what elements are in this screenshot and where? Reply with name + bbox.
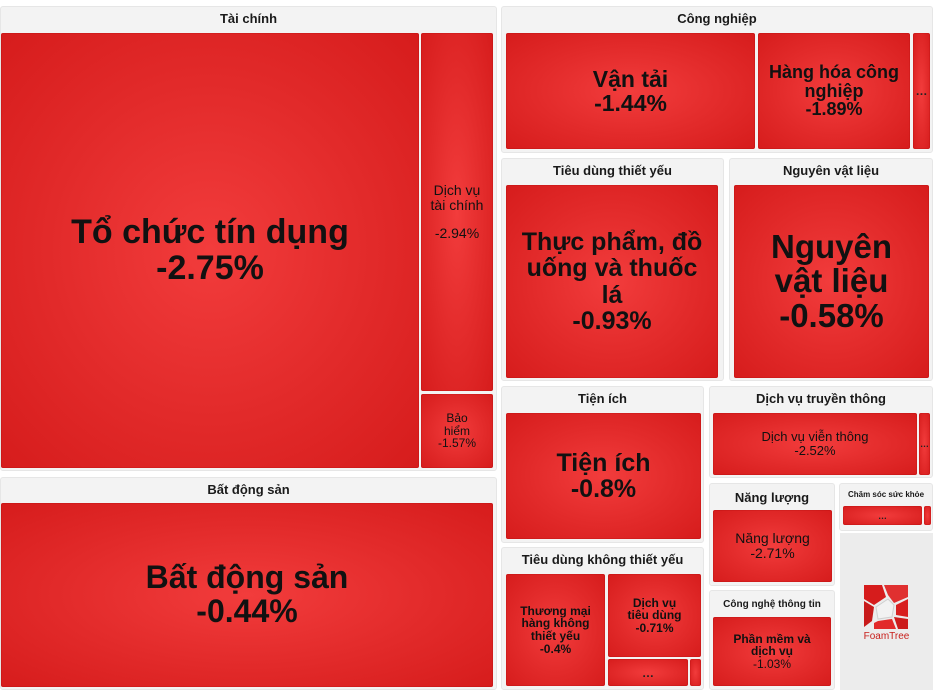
tile-value: -0.58% [779,296,884,334]
group-title: Tiêu dùng không thiết yếu [521,552,684,567]
tile-nang-luong[interactable]: Năng lượng -2.71% [713,510,832,582]
tile-small[interactable] [924,506,931,525]
tile-value: -2.71% [750,545,795,561]
tile-van-tai[interactable]: Vận tải -1.44% [506,33,755,149]
tile-more[interactable]: … [843,506,922,525]
tile-value: -0.8% [570,475,637,503]
tile-more[interactable]: … [608,659,688,686]
group-title: Tiện ích [578,391,627,406]
tile-name: Vận tải [592,65,669,92]
tile-value: -1.03% [752,656,792,671]
tile-dich-vu-tai-chinh[interactable]: Dịch vụ tài chính -2.94% [421,33,493,391]
group-title: Tài chính [219,11,278,26]
group-title: Chăm sóc sức khỏe [847,490,925,499]
tile-name: Tổ chức tín dụng [71,212,349,251]
tile-thuong-mai-hang-khong-thiet-yeu[interactable]: Thương mại hàng không thiết yếu -0.4% [506,574,605,686]
tile-name: Bảo hiểm [443,411,470,438]
tile-small[interactable] [690,659,701,686]
tile-bat-dong-san[interactable]: Bất động sản -0.44% [1,503,493,687]
group-title: Bất động sản [207,482,290,497]
more-label: … [920,439,929,449]
tile-hang-hoa-cong-nghiep[interactable]: Hàng hóa công nghiệp -1.89% [758,33,910,149]
group-title: Nguyên vật liệu [782,163,880,178]
tile-phan-mem-va-dich-vu[interactable]: Phần mềm và dịch vụ -1.03% [713,617,831,686]
tile-thuc-pham-do-uong[interactable]: Thực phẩm, đồ uống và thuốc lá -0.93% [506,185,718,378]
tile-name: Hàng hóa công nghiệp [769,61,899,101]
tile-value: -1.44% [594,90,667,116]
more-label: … [878,510,887,521]
tile-to-chuc-tin-dung[interactable]: Tổ chức tín dụng -2.75% [1,33,419,468]
more-label: … [915,84,928,98]
foamtree-branding: FoamTree [840,533,933,690]
tile-value: -0.71% [635,620,674,635]
foamtree-label: FoamTree [863,631,910,642]
tile-value: -1.89% [805,99,863,120]
tile-name: Dịch vụ tài chính [430,181,484,213]
tile-name: Dịch vụ tiêu dùng [627,595,682,623]
tile-value: -0.4% [539,641,572,656]
tile-dich-vu-vien-thong[interactable]: Dịch vụ viễn thông -2.52% [713,413,917,475]
group-title: Dịch vụ truyền thông [756,391,886,406]
tile-name: Thương mại hàng không thiết yếu [520,603,591,643]
tile-name: Dịch vụ viễn thông [761,429,869,445]
tile-name: Bất động sản [145,559,349,596]
group-title: Công nghiệp [677,11,757,26]
tile-name: Thực phẩm, đồ uống và thuốc lá [521,228,703,309]
tile-value: -1.57% [437,436,477,451]
tile-value: -2.52% [794,443,836,458]
tile-tien-ich[interactable]: Tiện ích -0.8% [506,413,701,539]
tile-name: Phần mềm và dịch vụ [733,631,811,659]
tile-more[interactable]: … [919,413,930,475]
tile-name: Tiện ích [556,448,651,477]
tile-name: Năng lượng [735,530,810,547]
tile-value: -0.44% [196,593,298,629]
more-label: … [642,665,654,680]
group-title: Tiêu dùng thiết yếu [553,163,672,178]
tile-value: -2.94% [434,225,480,242]
group-title: Công nghệ thông tin [723,599,821,610]
tile-more[interactable]: … [913,33,930,149]
tile-dich-vu-tieu-dung[interactable]: Dịch vụ tiêu dùng -0.71% [608,574,701,657]
tile-name: Nguyên vật liệu [770,227,892,300]
tile-value: -0.93% [572,306,652,335]
group-title: Năng lượng [734,490,810,505]
tile-value: -2.75% [156,248,264,287]
foamtree-logo-icon [864,585,908,629]
tile-bao-hiem[interactable]: Bảo hiểm -1.57% [421,394,493,468]
tile-nguyen-vat-lieu[interactable]: Nguyên vật liệu -0.58% [734,185,929,378]
